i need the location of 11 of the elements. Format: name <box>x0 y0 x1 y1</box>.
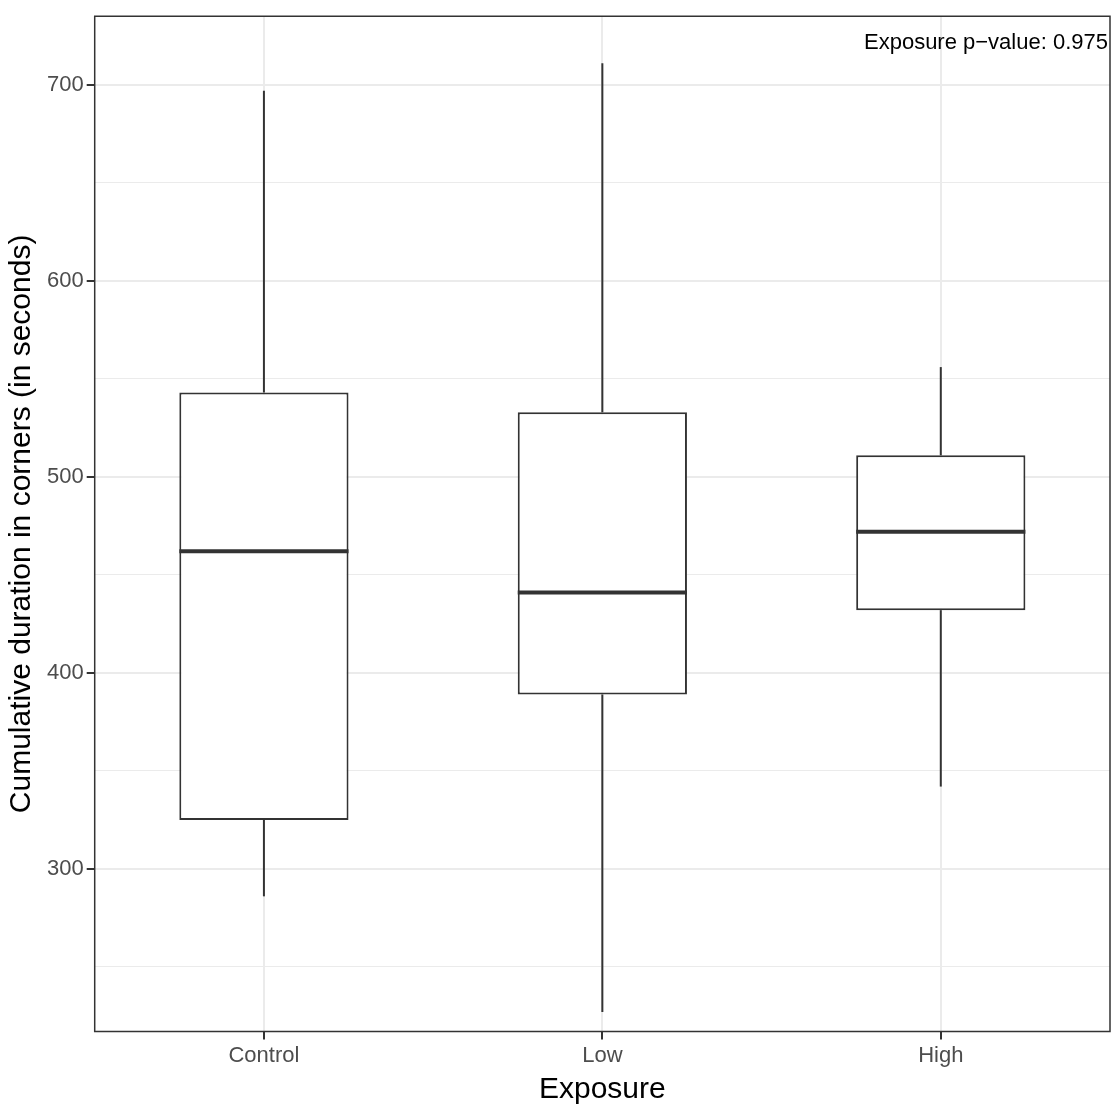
y-axis-title: Cumulative duration in corners (in seconds) <box>3 234 37 814</box>
y-tick-label: 600 <box>46 266 84 292</box>
y-tick-label: 400 <box>46 658 84 684</box>
y-tick-label: 300 <box>46 854 84 880</box>
x-tick-label: Control <box>228 1041 300 1067</box>
x-tick-label: Low <box>582 1041 623 1067</box>
x-axis-title: Exposure <box>538 1071 666 1105</box>
annotation: Exposure p−value: 0.975 <box>863 29 1108 55</box>
y-tick-label: 500 <box>46 462 84 488</box>
y-tick-label: 700 <box>46 70 84 96</box>
x-tick-label: High <box>918 1041 964 1067</box>
